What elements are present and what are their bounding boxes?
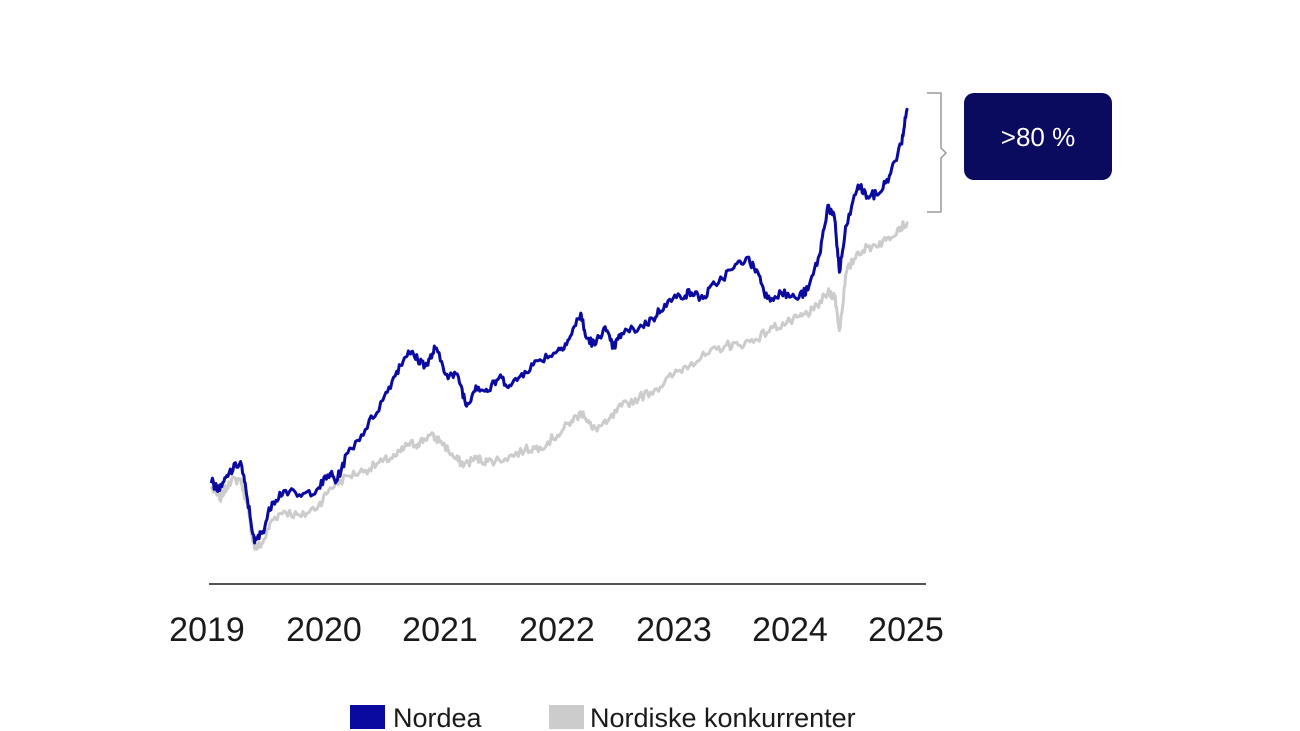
- x-tick-label-2023: 2023: [636, 611, 712, 649]
- annotation-label: >80 %: [1001, 122, 1075, 152]
- legend-swatch-nordea: [350, 705, 385, 729]
- legend-label-nordiske-konkurrenter: Nordiske konkurrenter: [590, 703, 856, 731]
- legend-swatch-nordiske-konkurrenter: [549, 705, 584, 729]
- annotation: >80 %: [927, 92, 1112, 213]
- x-tick-labels: 2019 2020 2021 2022 2023 2024 2025: [169, 611, 944, 649]
- x-tick-label-2019: 2019: [169, 611, 245, 649]
- x-tick-label-2022: 2022: [519, 611, 595, 649]
- x-tick-label-2020: 2020: [286, 611, 362, 649]
- legend: Nordea Nordiske konkurrenter: [350, 703, 856, 731]
- x-tick-label-2021: 2021: [402, 611, 478, 649]
- lines-layer: [210, 107, 909, 551]
- legend-label-nordea: Nordea: [393, 703, 483, 731]
- series-line-nordiske-konkurrenter: [210, 220, 909, 551]
- annotation-bracket: [927, 92, 947, 213]
- annotation-callout-box: [964, 93, 1112, 180]
- x-tick-label-2025: 2025: [868, 611, 944, 649]
- series-line-nordea: [210, 107, 909, 545]
- x-tick-label-2024: 2024: [752, 611, 828, 649]
